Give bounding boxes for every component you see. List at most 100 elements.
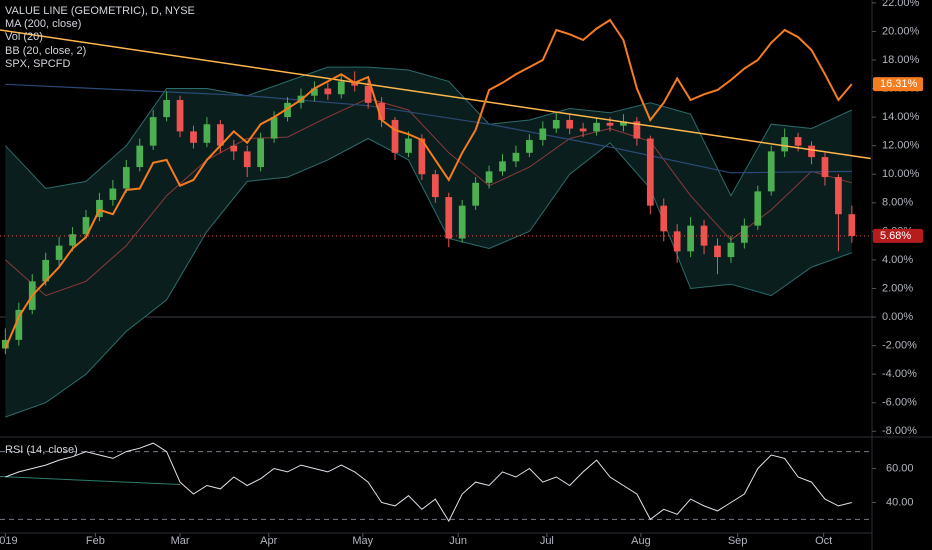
candle-body <box>257 138 265 168</box>
candle-body <box>109 188 117 200</box>
candle-body <box>311 88 318 96</box>
candle-body <box>606 122 614 126</box>
candle-body <box>727 242 735 258</box>
candle-body <box>55 245 63 260</box>
candle-body <box>539 128 547 140</box>
candle-body <box>458 205 466 239</box>
spx-line <box>4 18 853 349</box>
candle-body <box>405 138 412 153</box>
trendline <box>0 29 871 160</box>
candle-body <box>203 124 211 143</box>
candle-body <box>633 121 641 139</box>
candle-body <box>243 151 251 168</box>
candle-body <box>42 259 50 282</box>
candle-body <box>821 157 829 178</box>
candle-body <box>579 128 587 132</box>
candle-body <box>660 205 668 232</box>
y-tick-label: 14.00% <box>882 111 920 123</box>
candle-body <box>714 245 721 258</box>
y-tick-label: 2.00% <box>882 282 913 294</box>
candle-body <box>512 152 520 162</box>
candle-body <box>552 119 560 129</box>
y-tick-label: -6.00% <box>882 397 917 409</box>
candle-body <box>122 167 130 189</box>
x-tick-label: Jun <box>449 535 467 547</box>
x-tick-label: Mar <box>171 535 190 547</box>
rsi-y-tick-label: 40.00 <box>886 496 914 508</box>
x-tick-label: May <box>352 535 373 547</box>
candle-body <box>794 137 802 146</box>
rsi-trendline <box>0 476 181 485</box>
y-tick-label: 0.00% <box>882 311 913 323</box>
candle-body <box>620 121 627 126</box>
x-tick-label: 2019 <box>0 535 18 547</box>
candle-body <box>378 102 385 120</box>
spx-last-box <box>873 77 923 92</box>
candle-body <box>431 174 439 198</box>
candle-body <box>391 119 399 153</box>
x-tick-label: Oct <box>815 535 832 547</box>
candle-body <box>848 214 856 236</box>
bb-lower <box>5 137 852 418</box>
legend-entry: BB (20, close, 2) <box>5 45 86 57</box>
spx-last-label: 16.31% <box>880 78 918 90</box>
y-tick-label: -2.00% <box>882 340 917 352</box>
y-tick-label: 4.00% <box>882 254 913 266</box>
legend-title: VALUE LINE (GEOMETRIC), D, NYSE <box>5 5 195 17</box>
candle-body <box>646 138 654 206</box>
candle-body <box>337 81 345 95</box>
y-tick-label: 8.00% <box>882 197 913 209</box>
candle-body <box>767 151 775 192</box>
candle-body <box>445 197 453 239</box>
y-tick-label: -4.00% <box>882 368 917 380</box>
candle-body <box>754 191 762 226</box>
candle-body <box>472 182 479 206</box>
candle-body <box>835 177 842 215</box>
candle-body <box>740 225 748 243</box>
candle-body <box>230 145 238 152</box>
ma-line <box>5 83 852 174</box>
candle-body <box>485 171 493 183</box>
y-tick-label: 18.00% <box>882 54 920 66</box>
candle-body <box>96 199 103 218</box>
bb-fill <box>5 67 852 418</box>
candle-body <box>673 231 681 252</box>
candle-body <box>526 139 533 153</box>
candle-body <box>2 339 9 349</box>
x-tick-label: Jul <box>540 535 554 547</box>
rsi-line <box>5 442 852 523</box>
legend-entry: MA (200, close) <box>5 18 81 30</box>
candle-body <box>149 117 157 146</box>
candle-body <box>190 131 197 143</box>
candle-body <box>781 137 789 152</box>
y-tick-label: 10.00% <box>882 168 920 180</box>
x-tick-label: Sep <box>728 535 748 547</box>
candle-body <box>69 234 76 246</box>
candle-body <box>324 88 332 95</box>
candle-body <box>136 145 144 168</box>
y-tick-label: 12.00% <box>882 140 920 152</box>
legend-entry: SPX, SPCFD <box>5 58 70 70</box>
candle-body <box>687 225 694 252</box>
candle-body <box>808 145 815 158</box>
candle-body <box>499 161 506 172</box>
candle-body <box>176 99 184 132</box>
rsi-y-tick-label: 60.00 <box>886 462 914 474</box>
last-price-box <box>873 228 923 243</box>
y-tick-label: 22.00% <box>882 0 920 9</box>
candle-body <box>270 117 278 139</box>
candle-body <box>593 122 600 132</box>
last-price-label: 5.68% <box>880 230 911 242</box>
y-tick-label: 20.00% <box>882 25 920 37</box>
candle-body <box>284 102 291 118</box>
x-tick-label: Feb <box>86 535 105 547</box>
rsi-title: RSI (14, close) <box>5 444 78 456</box>
y-tick-label: -8.00% <box>882 425 917 437</box>
candle-body <box>163 99 170 118</box>
x-tick-label: Aug <box>631 535 651 547</box>
candle-body <box>15 309 23 340</box>
bb-basis <box>5 97 852 297</box>
x-tick-label: Apr <box>260 535 277 547</box>
